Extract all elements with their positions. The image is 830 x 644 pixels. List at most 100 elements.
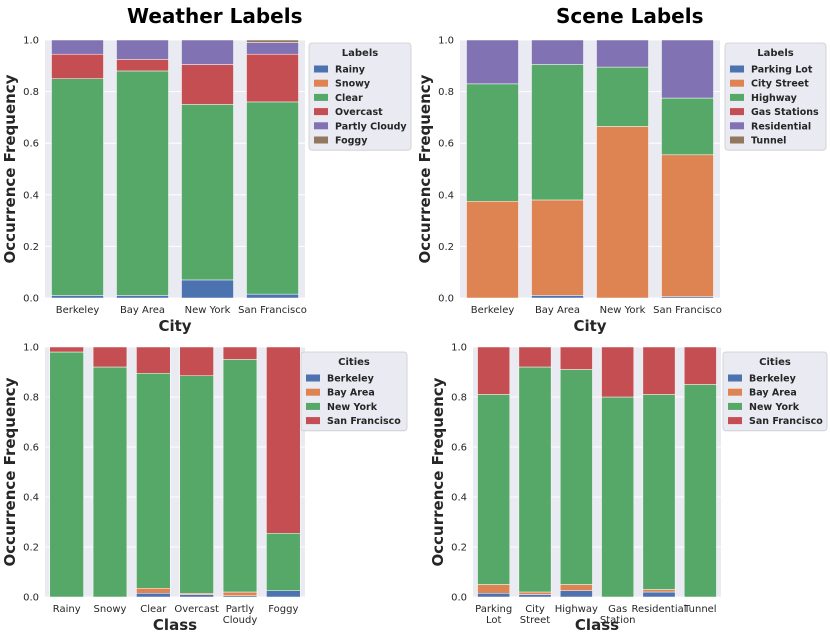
legend-box bbox=[724, 42, 827, 151]
bar-segment bbox=[116, 295, 169, 299]
legend-swatch bbox=[728, 374, 742, 382]
bar-segment bbox=[596, 126, 649, 299]
legend-swatch bbox=[314, 136, 328, 144]
x-tick-label-line: Berkeley bbox=[56, 305, 100, 316]
x-tick-label-line: Partly bbox=[226, 604, 255, 615]
y-tick-label: 0.6 bbox=[438, 139, 454, 150]
bar-segment bbox=[92, 346, 128, 368]
x-tick-label-line: Highway bbox=[555, 604, 598, 615]
legend-title: Cities bbox=[759, 357, 791, 368]
x-tick-label: Overcast bbox=[174, 604, 219, 615]
legend-label: New York bbox=[749, 402, 800, 413]
chart-panel-1: 0.0 0.2 0.4 0.6 0.8 1.0 Berkeley Bay Area New Yo… bbox=[1, 36, 412, 335]
bar-segment bbox=[51, 78, 104, 296]
y-tick-label: 0.0 bbox=[451, 593, 467, 604]
y-tick-label: 0.4 bbox=[451, 493, 467, 504]
y-axis-label: Occurrence Frequency bbox=[416, 74, 434, 263]
legend-swatch bbox=[314, 122, 328, 130]
bar-segment bbox=[246, 42, 299, 55]
legend: Cities Berkeley Bay Area New York San Franci… bbox=[300, 351, 408, 432]
x-tick-label-line: Gas bbox=[608, 604, 627, 615]
x-tick-label-line: New York bbox=[185, 305, 231, 316]
x-tick-label: Berkeley bbox=[56, 305, 100, 316]
bar-segment bbox=[116, 59, 169, 72]
bar-segment bbox=[477, 593, 511, 598]
bar-segment bbox=[246, 101, 299, 295]
legend-label: New York bbox=[327, 402, 378, 413]
legend-swatch bbox=[314, 108, 328, 116]
bar-segment bbox=[136, 373, 171, 589]
bar-segment bbox=[222, 359, 258, 593]
y-axis-label: Occurrence Frequency bbox=[1, 377, 19, 566]
legend-swatch bbox=[728, 388, 742, 396]
legend-label: Berkeley bbox=[749, 374, 797, 385]
legend-title: Labels bbox=[342, 48, 378, 59]
chart-panel-3: 0.0 0.2 0.4 0.6 0.8 1.0 Rainy Snowy Clear Overcas… bbox=[1, 343, 408, 634]
legend-label: Partly Cloudy bbox=[335, 121, 407, 132]
legend-label: City Street bbox=[751, 79, 809, 90]
x-tick-label: San Francisco bbox=[238, 305, 307, 316]
bar-segment bbox=[531, 199, 584, 296]
x-tick-label: Clear bbox=[140, 604, 167, 615]
bar-segment bbox=[51, 295, 104, 299]
legend-box bbox=[300, 351, 408, 432]
legend-label: Berkeley bbox=[327, 374, 375, 385]
x-tick-label-line: San Francisco bbox=[238, 305, 307, 316]
legend-label: Highway bbox=[751, 93, 798, 104]
x-tick-label: New York bbox=[185, 305, 231, 316]
y-axis-label: Occurrence Frequency bbox=[1, 74, 19, 263]
x-tick-label-line: Rainy bbox=[53, 604, 81, 615]
legend-label: Bay Area bbox=[749, 388, 797, 399]
y-tick-label: 0.0 bbox=[438, 294, 454, 305]
bar-segment bbox=[222, 591, 258, 596]
bar-segment bbox=[642, 589, 676, 593]
x-tick-label: San Francisco bbox=[653, 305, 722, 316]
legend-label: Clear bbox=[335, 93, 363, 104]
x-tick-label: Parking Lot bbox=[475, 604, 512, 626]
legend-swatch bbox=[730, 122, 744, 130]
x-tick-label-line: Clear bbox=[140, 604, 167, 615]
bar-segment bbox=[466, 201, 519, 299]
bar-segment bbox=[518, 594, 552, 598]
bar-segment bbox=[181, 279, 234, 299]
x-tick-label-line: Lot bbox=[486, 615, 502, 626]
bar-segment bbox=[181, 104, 234, 281]
y-tick-label: 0.8 bbox=[23, 393, 39, 404]
legend-swatch bbox=[306, 374, 320, 382]
bar-segment bbox=[601, 396, 635, 598]
y-axis-label: Occurrence Frequency bbox=[429, 377, 447, 566]
bar-segment bbox=[477, 346, 511, 395]
bar-segment bbox=[683, 346, 717, 385]
x-tick-label-line: Residential bbox=[631, 604, 686, 615]
bar-segment bbox=[661, 39, 714, 99]
x-tick-label: Partly Cloudy bbox=[223, 604, 258, 626]
bar-segment bbox=[179, 346, 214, 376]
x-tick-label-line: New York bbox=[600, 305, 646, 316]
x-tick-label-line: Cloudy bbox=[223, 615, 258, 626]
y-tick-label: 0.6 bbox=[451, 443, 467, 454]
legend-label: Foggy bbox=[335, 136, 368, 147]
legend-title: Cities bbox=[338, 357, 370, 368]
y-tick-label: 0.2 bbox=[23, 242, 39, 253]
bar-segment bbox=[246, 39, 299, 43]
legend-title: Labels bbox=[757, 48, 793, 59]
y-tick-label: 1.0 bbox=[23, 36, 39, 47]
legend-label: San Francisco bbox=[327, 416, 401, 427]
y-tick-label: 0.2 bbox=[438, 242, 454, 253]
x-tick-label: Highway bbox=[555, 604, 598, 615]
legend-box bbox=[308, 42, 412, 151]
legend-swatch bbox=[314, 65, 328, 73]
x-tick-label: Snowy bbox=[94, 604, 127, 615]
x-tick-label-line: Tunnel bbox=[683, 604, 717, 615]
bar-segment bbox=[466, 39, 519, 85]
x-tick-label: Residential bbox=[631, 604, 686, 615]
y-tick-label: 0.4 bbox=[438, 190, 454, 201]
bar-segment bbox=[559, 369, 593, 585]
x-axis-label: City bbox=[158, 317, 191, 335]
legend-label: Snowy bbox=[335, 79, 371, 90]
legend-swatch bbox=[730, 65, 744, 73]
bar-segment bbox=[642, 591, 676, 598]
x-tick-label-line: San Francisco bbox=[653, 305, 722, 316]
bar-segment bbox=[181, 64, 234, 105]
weather-labels-title: Weather Labels bbox=[127, 4, 303, 28]
